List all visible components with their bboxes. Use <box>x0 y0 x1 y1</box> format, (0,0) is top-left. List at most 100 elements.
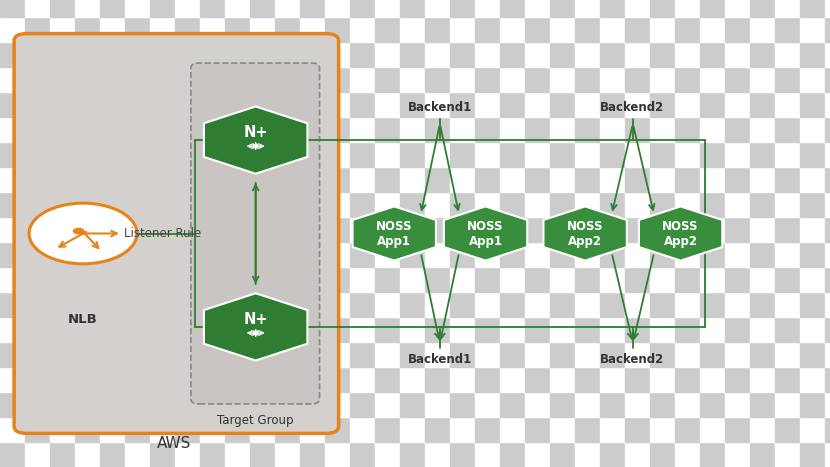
Bar <box>75 167 100 192</box>
Bar <box>550 292 575 317</box>
Bar <box>175 342 200 367</box>
Text: Backend2: Backend2 <box>600 101 665 114</box>
Bar <box>325 292 350 317</box>
Bar <box>800 417 825 442</box>
Text: NOSS
App2: NOSS App2 <box>662 219 699 248</box>
Bar <box>550 192 575 217</box>
Bar <box>450 92 475 117</box>
Bar <box>500 367 525 392</box>
Bar <box>125 442 150 467</box>
Bar <box>700 442 725 467</box>
Bar <box>75 267 100 292</box>
Bar <box>500 167 525 192</box>
Bar <box>425 17 450 42</box>
Bar <box>675 242 700 267</box>
Bar <box>75 67 100 92</box>
Bar <box>200 92 225 117</box>
Bar <box>325 0 350 17</box>
Bar <box>500 92 525 117</box>
Bar <box>675 367 700 392</box>
Bar <box>525 317 550 342</box>
Text: AWS: AWS <box>157 436 192 451</box>
Bar <box>200 17 225 42</box>
Bar <box>575 192 600 217</box>
Bar <box>750 267 775 292</box>
Bar <box>800 267 825 292</box>
Bar <box>750 217 775 242</box>
Text: NOSS
App1: NOSS App1 <box>376 219 413 248</box>
Bar <box>225 442 250 467</box>
Bar <box>175 217 200 242</box>
Bar <box>225 142 250 167</box>
Bar <box>475 317 500 342</box>
Bar <box>100 217 125 242</box>
Bar <box>475 442 500 467</box>
FancyBboxPatch shape <box>14 34 339 433</box>
Bar <box>675 342 700 367</box>
Bar <box>25 142 50 167</box>
Text: N+: N+ <box>243 312 268 327</box>
Bar <box>600 192 625 217</box>
Bar <box>400 167 425 192</box>
Bar <box>600 67 625 92</box>
Bar <box>275 17 300 42</box>
Bar <box>350 0 375 17</box>
Bar <box>525 92 550 117</box>
Bar <box>775 117 800 142</box>
Bar <box>750 292 775 317</box>
Bar <box>450 42 475 67</box>
Bar <box>75 0 100 17</box>
Bar <box>350 317 375 342</box>
Bar <box>775 442 800 467</box>
Bar <box>500 442 525 467</box>
Bar <box>725 17 750 42</box>
Bar <box>550 317 575 342</box>
Text: Backend2: Backend2 <box>600 353 665 366</box>
Bar <box>250 167 275 192</box>
Bar <box>825 142 830 167</box>
Bar <box>650 42 675 67</box>
Bar <box>725 342 750 367</box>
Bar <box>350 142 375 167</box>
Bar <box>550 392 575 417</box>
Bar <box>175 317 200 342</box>
Bar <box>25 292 50 317</box>
Bar <box>100 167 125 192</box>
Bar <box>725 367 750 392</box>
Bar <box>125 92 150 117</box>
Bar <box>225 367 250 392</box>
Bar <box>125 192 150 217</box>
Bar <box>175 292 200 317</box>
Bar <box>550 442 575 467</box>
Bar <box>175 367 200 392</box>
Bar <box>600 17 625 42</box>
Bar <box>525 167 550 192</box>
Bar <box>25 192 50 217</box>
Bar <box>575 117 600 142</box>
Bar <box>575 142 600 167</box>
Bar <box>375 42 400 67</box>
Text: Listener Rule: Listener Rule <box>124 227 202 240</box>
Bar <box>375 192 400 217</box>
Bar <box>25 317 50 342</box>
Bar <box>200 67 225 92</box>
Bar <box>400 342 425 367</box>
Bar <box>575 292 600 317</box>
Bar <box>0 167 25 192</box>
Bar <box>50 67 75 92</box>
Bar <box>725 0 750 17</box>
Bar <box>75 42 100 67</box>
Bar <box>825 42 830 67</box>
Bar <box>375 442 400 467</box>
Bar <box>175 392 200 417</box>
Bar <box>225 292 250 317</box>
Bar <box>250 0 275 17</box>
Polygon shape <box>639 206 722 261</box>
Bar <box>675 217 700 242</box>
Bar <box>250 142 275 167</box>
Bar <box>450 292 475 317</box>
Bar <box>300 0 325 17</box>
Bar <box>700 192 725 217</box>
Bar <box>350 267 375 292</box>
Bar <box>150 367 175 392</box>
